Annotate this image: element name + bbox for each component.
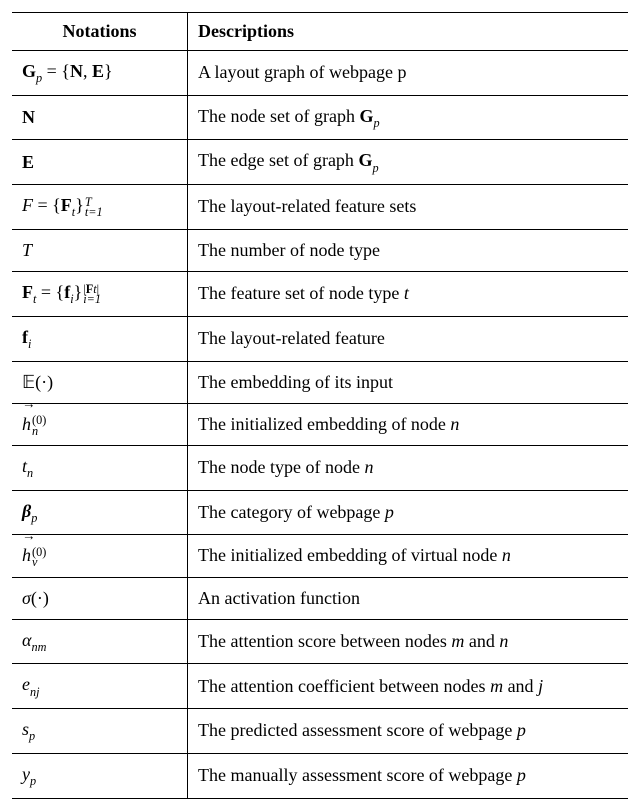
description-cell: The attention score between nodes m and …: [188, 619, 629, 664]
description-cell: The layout-related feature sets: [188, 185, 629, 230]
notation-cell: sp: [12, 709, 188, 754]
description-cell: The attention coefficient between nodes …: [188, 664, 629, 709]
description-cell: The number of node type: [188, 229, 629, 271]
header-row: Notations Descriptions: [12, 13, 628, 51]
table-row: tn The node type of node n: [12, 445, 628, 490]
notation-cell: fi: [12, 316, 188, 361]
table-row: N The node set of graph Gp: [12, 95, 628, 140]
description-cell: The edge set of graph Gp: [188, 140, 629, 185]
description-cell: An activation function: [188, 577, 629, 619]
notation-cell: N: [12, 95, 188, 140]
table-row: σ(·) An activation function: [12, 577, 628, 619]
description-cell: A layout graph of webpage p: [188, 51, 629, 96]
description-cell: The node type of node n: [188, 445, 629, 490]
notation-table: Notations Descriptions Gp = {N, E} A lay…: [12, 12, 628, 799]
notation-cell: tn: [12, 445, 188, 490]
notation-cell: →h(0)n: [12, 403, 188, 445]
notation-cell: →h(0)v: [12, 535, 188, 577]
table-row: E The edge set of graph Gp: [12, 140, 628, 185]
notation-cell: enj: [12, 664, 188, 709]
table-row: 𝔼(·) The embedding of its input: [12, 361, 628, 403]
table-row: fi The layout-related feature: [12, 316, 628, 361]
table-row: αnm The attention score between nodes m …: [12, 619, 628, 664]
table-row: enj The attention coefficient between no…: [12, 664, 628, 709]
table-row: Ft = {fi}|Ft|i=1 The feature set of node…: [12, 272, 628, 317]
notation-cell: Gp = {N, E}: [12, 51, 188, 96]
notation-cell: F = {Ft}Tt=1: [12, 185, 188, 230]
table-row: βp The category of webpage p: [12, 490, 628, 535]
description-cell: The initialized embedding of node n: [188, 403, 629, 445]
description-cell: The embedding of its input: [188, 361, 629, 403]
description-cell: The manually assessment score of webpage…: [188, 753, 629, 798]
notation-cell: σ(·): [12, 577, 188, 619]
description-cell: The predicted assessment score of webpag…: [188, 709, 629, 754]
table-row: F = {Ft}Tt=1 The layout-related feature …: [12, 185, 628, 230]
table-row: →h(0)v The initialized embedding of virt…: [12, 535, 628, 577]
description-cell: The feature set of node type t: [188, 272, 629, 317]
table-row: yp The manually assessment score of webp…: [12, 753, 628, 798]
notation-cell: βp: [12, 490, 188, 535]
table-row: sp The predicted assessment score of web…: [12, 709, 628, 754]
notation-cell: T: [12, 229, 188, 271]
table-row: T The number of node type: [12, 229, 628, 271]
notation-cell: αnm: [12, 619, 188, 664]
table-row: Gp = {N, E} A layout graph of webpage p: [12, 51, 628, 96]
notation-cell: yp: [12, 753, 188, 798]
header-notations: Notations: [12, 13, 188, 51]
header-descriptions: Descriptions: [188, 13, 629, 51]
description-cell: The initialized embedding of virtual nod…: [188, 535, 629, 577]
notation-cell: E: [12, 140, 188, 185]
table-row: →h(0)n The initialized embedding of node…: [12, 403, 628, 445]
description-cell: The category of webpage p: [188, 490, 629, 535]
description-cell: The node set of graph Gp: [188, 95, 629, 140]
notation-cell: Ft = {fi}|Ft|i=1: [12, 272, 188, 317]
notation-cell: 𝔼(·): [12, 361, 188, 403]
description-cell: The layout-related feature: [188, 316, 629, 361]
